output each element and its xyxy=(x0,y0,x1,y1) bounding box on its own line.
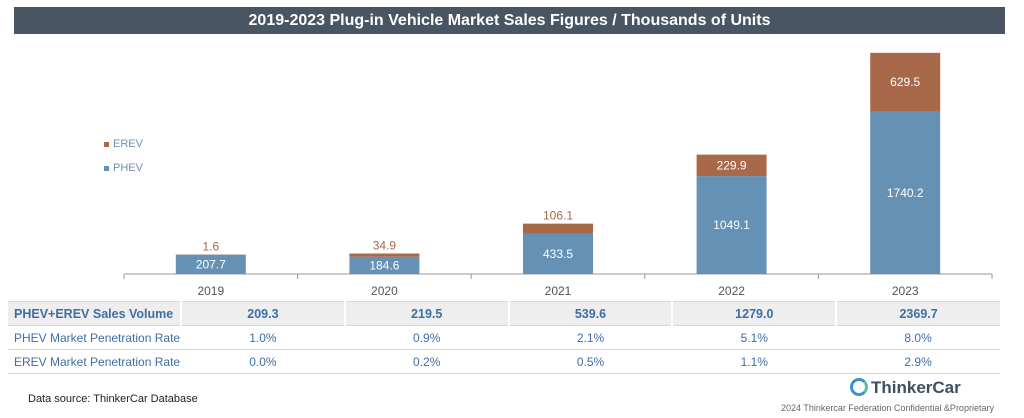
table-cell: 0.9% xyxy=(344,325,509,350)
table-row-phev-penetration: PHEV Market Penetration Rate 1.0% 0.9% 2… xyxy=(8,325,1000,350)
table-cell: 1279.0 xyxy=(671,301,837,326)
chart-title: 2019-2023 Plug-in Vehicle Market Sales F… xyxy=(14,7,1005,34)
table-cell: 8.0% xyxy=(836,325,1000,350)
table-cell: 1.0% xyxy=(181,325,345,350)
logo-text: ThinkerCar xyxy=(871,378,961,397)
copyright-note: 2024 Thinkercar Federation Confidential … xyxy=(781,403,994,413)
table-cell: 0.2% xyxy=(344,349,509,374)
legend-label-phev: PHEV xyxy=(113,162,143,174)
data-label-phev-2019: 207.7 xyxy=(196,257,226,271)
table-cell: 5.1% xyxy=(672,325,837,350)
data-label-phev-2023: 1740.2 xyxy=(887,186,924,200)
legend-swatch-erev xyxy=(104,141,109,147)
bar-erev-2022 xyxy=(696,154,767,177)
x-tick-label: 2023 xyxy=(892,284,919,298)
table-cell: 0.5% xyxy=(508,349,673,374)
legend-label-erev: EREV xyxy=(113,138,143,150)
bar-phev-2019 xyxy=(175,254,246,274)
table-cell: 2.1% xyxy=(508,325,673,350)
row-label: PHEV Market Penetration Rate xyxy=(8,325,181,350)
data-source-note: Data source: ThinkerCar Database xyxy=(28,393,198,405)
x-tick-label: 2022 xyxy=(718,284,745,298)
stacked-bar-chart: 207.7 1.6 2019 184.6 34.9 2020 433.5 106.1 2021 1… xyxy=(123,52,993,298)
data-label-phev-2022: 1049.1 xyxy=(713,218,750,232)
x-tick-label: 2020 xyxy=(371,284,398,298)
data-label-phev-2020: 184.6 xyxy=(369,258,399,272)
bar-phev-2022 xyxy=(696,176,767,274)
row-label: PHEV+EREV Sales Volume xyxy=(8,301,181,326)
bar-phev-2023 xyxy=(870,111,941,275)
legend-swatch-phev xyxy=(104,165,109,171)
row-label: EREV Market Penetration Rate xyxy=(8,349,181,374)
legend-item-phev: PHEV xyxy=(104,162,143,174)
thinkercar-logo-icon xyxy=(850,378,868,396)
bar-phev-2020 xyxy=(349,256,420,274)
data-label-erev-2019: 1.6 xyxy=(202,239,219,253)
data-label-phev-2021: 433.5 xyxy=(543,247,573,261)
data-label-erev-2022: 229.9 xyxy=(717,158,747,172)
data-label-erev-2021: 106.1 xyxy=(543,209,573,223)
data-table: PHEV+EREV Sales Volume 209.3 219.5 539.6… xyxy=(8,301,1000,374)
table-cell: 2.9% xyxy=(836,349,1000,374)
bar-erev-2021 xyxy=(523,223,593,234)
bar-phev-2021 xyxy=(523,233,593,274)
table-cell: 539.6 xyxy=(507,301,673,326)
table-row-erev-penetration: EREV Market Penetration Rate 0.0% 0.2% 0… xyxy=(8,349,1000,374)
thinkercar-logo: ThinkerCar xyxy=(850,378,961,398)
table-cell: 209.3 xyxy=(180,301,345,326)
legend-item-erev: EREV xyxy=(104,138,143,150)
bar-erev-2023 xyxy=(870,52,941,112)
x-tick-label: 2021 xyxy=(545,284,572,298)
data-label-erev-2023: 629.5 xyxy=(890,75,920,89)
table-cell: 1.1% xyxy=(672,349,837,374)
table-row-sales-volume: PHEV+EREV Sales Volume 209.3 219.5 539.6… xyxy=(8,301,1000,326)
bar-erev-2020 xyxy=(349,253,420,257)
table-cell: 0.0% xyxy=(181,349,345,374)
table-cell: 2369.7 xyxy=(835,301,1000,326)
data-label-erev-2020: 34.9 xyxy=(373,239,397,253)
x-tick-label: 2019 xyxy=(197,284,224,298)
table-cell: 219.5 xyxy=(343,301,509,326)
